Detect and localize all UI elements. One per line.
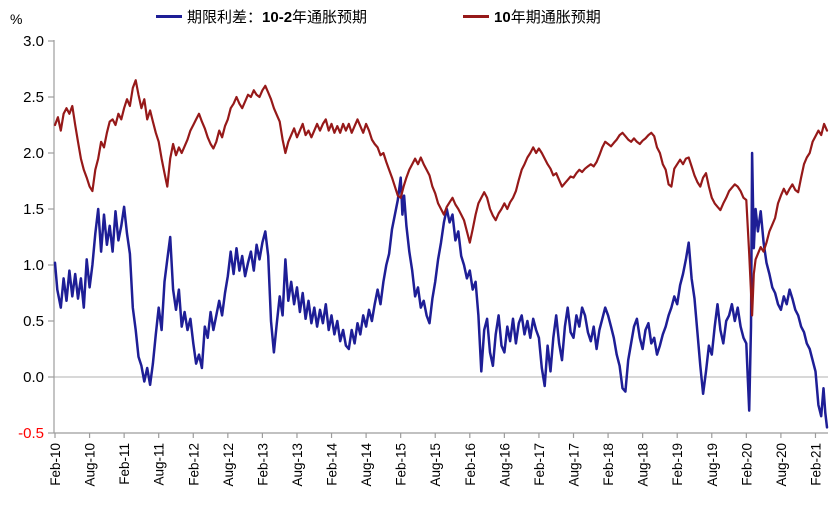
x-tick-label: Aug-10: [83, 443, 98, 487]
x-tick-label: Aug-19: [705, 443, 720, 487]
x-tick-label: Feb-20: [739, 443, 754, 486]
x-tick-label: Aug-16: [497, 443, 512, 487]
x-tick-label: Aug-11: [152, 443, 167, 486]
legend: 期限利差：10-2年通胀预期 10年期通胀预期: [0, 5, 835, 27]
x-tick-label: Feb-11: [117, 443, 132, 485]
x-tick-label: Aug-12: [221, 443, 236, 487]
x-tick-label: Feb-21: [808, 443, 823, 486]
x-tick-label: Feb-10: [48, 443, 63, 486]
y-tick-label: 3.0: [23, 33, 44, 50]
legend-item-10y-breakeven: 10年期通胀预期: [463, 5, 601, 27]
x-tick-label: Aug-14: [359, 443, 374, 487]
x-tick-label: Aug-15: [428, 443, 443, 487]
x-tick-label: Feb-14: [325, 443, 340, 486]
x-tick-label: Feb-15: [394, 443, 409, 486]
x-tick-label: Aug-18: [636, 443, 651, 487]
legend-label-10y-breakeven: 10年期通胀预期: [494, 8, 601, 26]
y-tick-label: 2.5: [23, 89, 44, 106]
legend-label-term-spread: 期限利差：10-2年通胀预期: [187, 8, 368, 26]
y-axis-unit-label: %: [10, 11, 22, 27]
x-tick-label: Feb-16: [463, 443, 478, 486]
x-tick-label: Feb-18: [601, 443, 616, 486]
x-tick-label: Aug-17: [567, 443, 582, 487]
x-tick-label: Feb-13: [255, 443, 270, 486]
x-tick-label: Aug-20: [774, 443, 789, 487]
legend-line-swatch-red: [463, 14, 489, 18]
y-tick-label: 0.5: [23, 313, 44, 330]
y-tick-label: 1.0: [23, 257, 44, 274]
y-tick-label: 2.0: [23, 145, 44, 162]
x-tick-label: Feb-17: [532, 443, 547, 486]
legend-item-term-spread: 期限利差：10-2年通胀预期: [156, 5, 367, 27]
x-tick-label: Aug-13: [290, 443, 305, 487]
series-term-spread-line: [53, 151, 829, 429]
legend-line-swatch-blue: [156, 14, 182, 18]
y-tick-label: -0.5: [18, 425, 44, 442]
x-tick-label: Feb-12: [186, 443, 201, 486]
y-tick-label: 0.0: [23, 369, 44, 386]
y-tick-label: 1.5: [23, 201, 44, 218]
series-10y-breakeven-line: [53, 79, 829, 317]
x-tick-label: Feb-19: [670, 443, 685, 486]
